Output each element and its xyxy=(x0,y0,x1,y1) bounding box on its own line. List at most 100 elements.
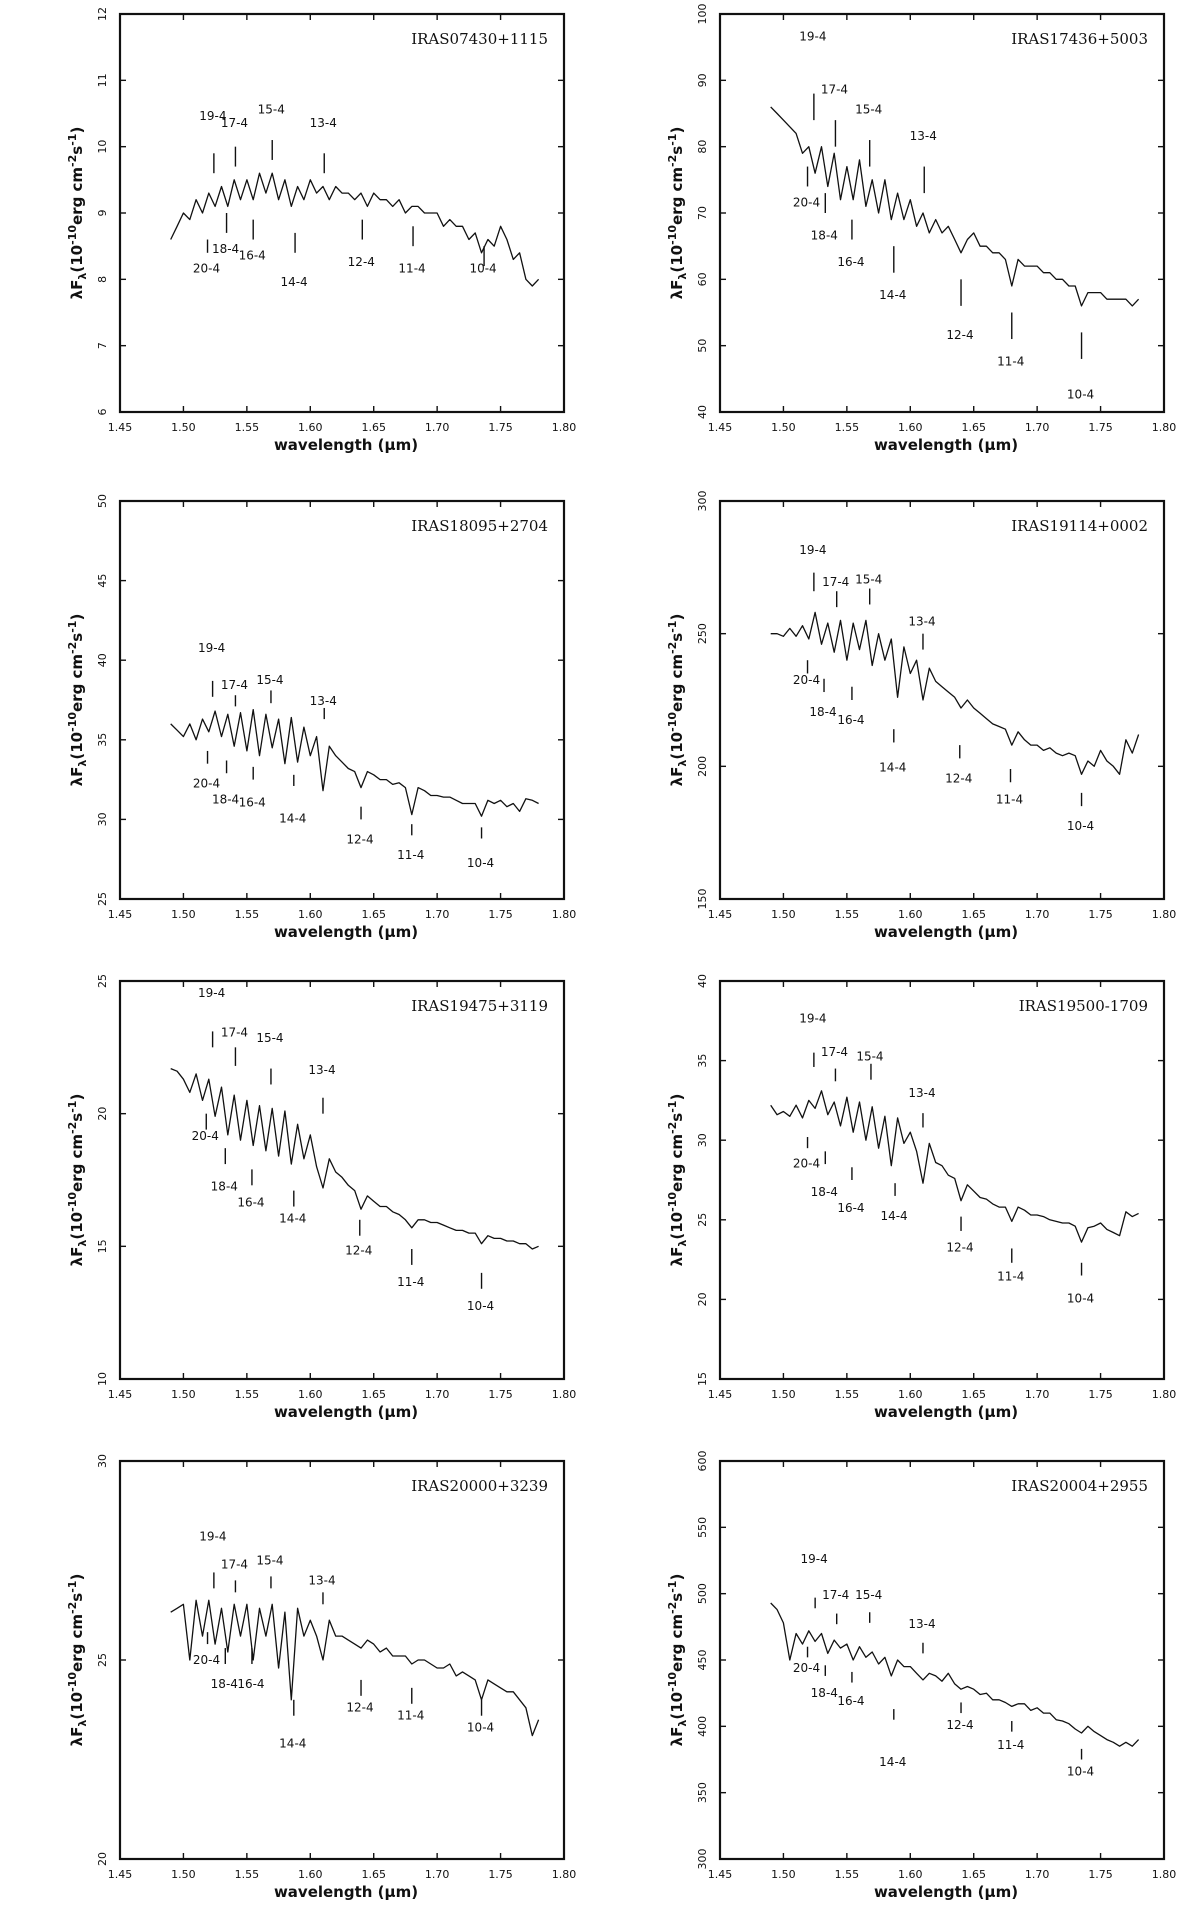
y-tick-label: 80 xyxy=(696,140,709,154)
x-tick-label: 1.45 xyxy=(708,1388,733,1401)
spectrum-panel: 1.45 1.50 1.55 1.60 1.65 1.70 1.75 1.80 300 350 40… xyxy=(600,1447,1200,1921)
transition-label: 19-4 xyxy=(799,30,826,44)
spectrum-panel: 1.45 1.50 1.55 1.60 1.65 1.70 1.75 1.80 150 200 25… xyxy=(600,487,1200,961)
x-tick-label: 1.70 xyxy=(1025,908,1050,921)
y-tick-label: 30 xyxy=(96,812,109,826)
spectrum-panel: 1.45 1.50 1.55 1.60 1.65 1.70 1.75 1.80 15 20 25 30… xyxy=(600,967,1200,1441)
transition-label: 16-4 xyxy=(237,1196,264,1210)
transition-label: 16-4 xyxy=(239,796,266,810)
y-tick-label: 30 xyxy=(96,1454,109,1468)
transition-label: 15-4 xyxy=(256,673,283,687)
x-tick-label: 1.45 xyxy=(108,908,133,921)
x-tick-label: 1.65 xyxy=(961,908,986,921)
spectrum-chart: 1.45 1.50 1.55 1.60 1.65 1.70 1.75 1.80 15 20 25 30… xyxy=(666,974,1176,1421)
object-name: IRAS07430+1115 xyxy=(411,30,548,48)
object-name: IRAS19500-1709 xyxy=(1019,997,1148,1015)
y-tick-label: 20 xyxy=(96,1852,109,1866)
x-tick-label: 1.50 xyxy=(171,1388,196,1401)
x-tick-label: 1.75 xyxy=(488,1868,513,1881)
transition-label: 12-4 xyxy=(945,771,972,785)
transition-label: 14-4 xyxy=(879,761,906,775)
transition-label: 20-4 xyxy=(793,673,820,687)
transition-label: 17-4 xyxy=(822,575,849,589)
transition-label: 15-4 xyxy=(855,1588,882,1602)
transition-label: 17-4 xyxy=(221,1557,248,1571)
x-tick-label: 1.65 xyxy=(961,421,986,434)
x-tick-label: 1.55 xyxy=(835,421,860,434)
transition-label: 15-4 xyxy=(256,1553,283,1567)
y-tick-label: 50 xyxy=(96,494,109,508)
x-tick-label: 1.45 xyxy=(708,421,733,434)
y-tick-label: 20 xyxy=(96,1107,109,1121)
x-tick-label: 1.80 xyxy=(552,1868,577,1881)
transition-label: 16-4 xyxy=(237,1677,264,1691)
y-tick-label: 12 xyxy=(96,7,109,21)
transition-label: 16-4 xyxy=(837,713,864,727)
spectrum-line xyxy=(770,1090,1139,1243)
transition-label: 17-4 xyxy=(221,678,248,692)
y-tick-label: 11 xyxy=(96,73,109,87)
transition-label: 11-4 xyxy=(398,262,425,276)
spectrum-line xyxy=(770,106,1140,307)
transition-label: 18-4 xyxy=(212,242,239,256)
transition-label: 11-4 xyxy=(996,792,1023,806)
transition-label: 12-4 xyxy=(346,1701,373,1715)
y-tick-label: 300 xyxy=(696,1849,709,1870)
x-tick-label: 1.65 xyxy=(961,1388,986,1401)
transition-label: 17-4 xyxy=(821,1045,848,1059)
x-tick-label: 1.50 xyxy=(171,1868,196,1881)
object-name: IRAS20004+2955 xyxy=(1011,1477,1148,1495)
x-tick-label: 1.65 xyxy=(361,1868,386,1881)
x-tick-label: 1.60 xyxy=(298,1868,323,1881)
transition-label: 20-4 xyxy=(193,777,220,791)
transition-label: 13-4 xyxy=(908,1086,935,1100)
x-tick-label: 1.70 xyxy=(425,1868,450,1881)
x-tick-label: 1.45 xyxy=(708,908,733,921)
spectrum-chart: 1.45 1.50 1.55 1.60 1.65 1.70 1.75 1.80 25 30 35 40… xyxy=(66,494,576,941)
transition-label: 12-4 xyxy=(345,1243,372,1257)
transition-label: 16-4 xyxy=(837,1201,864,1215)
transition-label: 14-4 xyxy=(279,812,306,826)
x-tick-label: 1.75 xyxy=(1088,908,1113,921)
x-tick-label: 1.65 xyxy=(361,908,386,921)
spectrum-line xyxy=(170,1599,540,1737)
transition-label: 20-4 xyxy=(793,1661,820,1675)
x-tick-label: 1.55 xyxy=(835,1388,860,1401)
object-name: IRAS20000+3239 xyxy=(411,1477,548,1495)
y-tick-label: 150 xyxy=(696,889,709,910)
transition-label: 10-4 xyxy=(467,856,494,870)
spectrum-panel: 1.45 1.50 1.55 1.60 1.65 1.70 1.75 1.80 20 25 30 wa… xyxy=(0,1447,600,1921)
transition-label: 10-4 xyxy=(1067,819,1094,833)
x-tick-label: 1.45 xyxy=(708,1868,733,1881)
plot-frame xyxy=(118,499,566,901)
x-tick-label: 1.65 xyxy=(361,1388,386,1401)
transition-label: 18-4 xyxy=(212,792,239,806)
transition-label: 18-4 xyxy=(211,1180,238,1194)
object-name: IRAS19475+3119 xyxy=(411,997,548,1015)
transition-label: 17-4 xyxy=(221,116,248,130)
plot-frame xyxy=(118,979,566,1381)
x-tick-label: 1.80 xyxy=(1152,1868,1177,1881)
transition-label: 15-4 xyxy=(258,103,285,117)
x-tick-label: 1.80 xyxy=(1152,908,1177,921)
x-tick-label: 1.60 xyxy=(898,1868,923,1881)
spectrum-chart: 1.45 1.50 1.55 1.60 1.65 1.70 1.75 1.80 40 50 60 70… xyxy=(666,4,1176,455)
y-tick-label: 90 xyxy=(696,73,709,87)
y-tick-label: 20 xyxy=(696,1292,709,1306)
x-tick-label: 1.55 xyxy=(835,908,860,921)
spectrum-line xyxy=(770,1602,1140,1747)
transition-label: 13-4 xyxy=(310,694,337,708)
transition-label: 17-4 xyxy=(221,1026,248,1040)
x-tick-label: 1.60 xyxy=(898,421,923,434)
transition-label: 10-4 xyxy=(469,262,496,276)
y-tick-label: 25 xyxy=(696,1213,709,1227)
y-tick-label: 25 xyxy=(96,1653,109,1667)
y-tick-label: 70 xyxy=(696,206,709,220)
y-tick-label: 30 xyxy=(696,1133,709,1147)
y-tick-label: 100 xyxy=(696,4,709,25)
x-axis-label: wavelength (μm) xyxy=(874,436,1018,454)
y-axis-label: λFλ(10-10erg cm-2s-1) xyxy=(666,1574,689,1747)
transition-label: 10-4 xyxy=(1067,1292,1094,1306)
transition-label: 20-4 xyxy=(793,1156,820,1170)
